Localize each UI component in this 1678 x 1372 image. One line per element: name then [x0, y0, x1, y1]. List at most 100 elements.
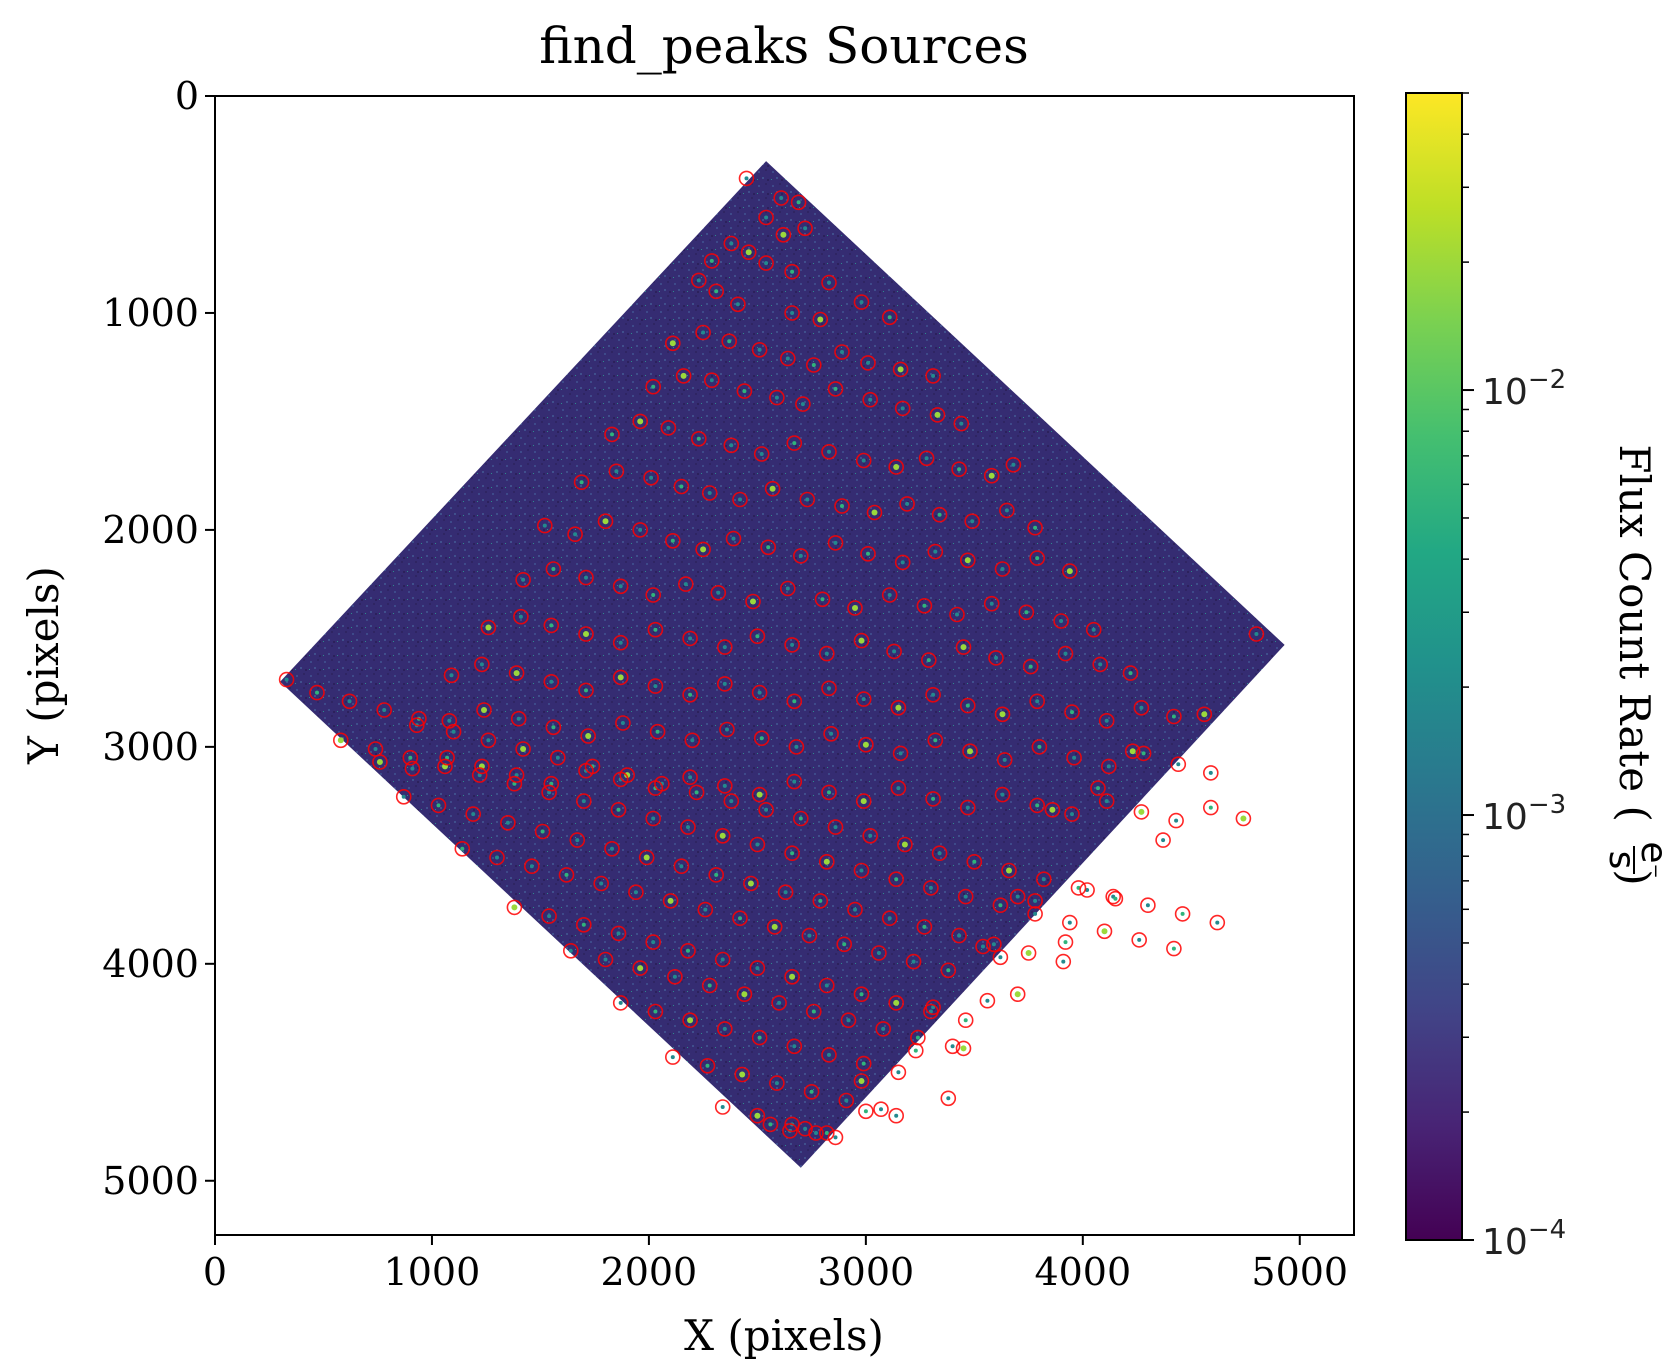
source-dot — [653, 627, 658, 632]
colorbar-tick-label: 10−4 — [1482, 1215, 1566, 1263]
source-marker — [951, 927, 967, 944]
source-dot — [1067, 920, 1072, 925]
source-marker — [1055, 953, 1072, 970]
source-dot — [610, 432, 614, 437]
source-dot — [985, 998, 990, 1003]
source-dot — [769, 485, 776, 492]
source-dot — [447, 718, 452, 723]
source-marker — [916, 919, 933, 935]
source-marker — [814, 591, 831, 608]
source-marker — [500, 814, 516, 831]
source-marker — [890, 699, 907, 716]
source-dot — [757, 347, 762, 352]
source-dot — [505, 820, 510, 825]
source-dot — [479, 662, 484, 667]
source-marker — [986, 936, 1002, 953]
source-dot — [901, 841, 908, 848]
source-marker — [834, 344, 850, 360]
source-dot — [896, 786, 901, 791]
source-dot — [805, 497, 810, 502]
source-dot — [617, 674, 624, 681]
source-marker — [575, 916, 592, 933]
source-dot — [827, 790, 831, 795]
source-marker — [847, 600, 863, 616]
bright-sources — [284, 176, 1259, 1140]
source-marker — [786, 1038, 803, 1055]
source-dot — [1072, 755, 1077, 760]
source-dot — [1128, 671, 1133, 676]
source-marker — [703, 253, 720, 269]
source-marker — [508, 665, 525, 681]
source-dot — [820, 597, 825, 602]
source-marker — [792, 548, 809, 564]
source-marker — [805, 357, 822, 373]
source-marker — [966, 853, 983, 870]
source-marker — [758, 255, 774, 271]
source-dot — [1000, 792, 1005, 797]
source-dot — [827, 280, 831, 285]
source-dot — [1106, 764, 1111, 769]
source-marker — [480, 732, 497, 749]
source-marker — [749, 1107, 766, 1124]
source-dot — [777, 1000, 782, 1005]
source-marker — [766, 919, 783, 935]
source-marker — [1092, 656, 1108, 673]
y-tick-label: 2000 — [102, 508, 199, 552]
source-marker — [792, 810, 809, 827]
source-dot — [683, 582, 688, 587]
source-marker — [612, 669, 629, 686]
source-dot — [725, 727, 729, 732]
source-marker — [1090, 780, 1106, 796]
source-dot — [892, 649, 897, 654]
source-dot — [900, 406, 905, 411]
source-marker — [647, 678, 664, 694]
source-marker — [662, 893, 679, 909]
source-marker — [584, 758, 601, 775]
source-dot — [655, 729, 660, 734]
source-marker — [847, 901, 863, 918]
source-dot — [520, 746, 527, 752]
colorbar — [1405, 92, 1463, 1241]
y-axis-label: Y (pixels) — [19, 566, 68, 765]
source-dot — [798, 553, 803, 558]
source-marker — [1029, 797, 1045, 814]
source-dot — [742, 389, 747, 394]
source-dot — [900, 560, 905, 565]
source-marker — [988, 650, 1004, 666]
source-marker — [1166, 708, 1182, 725]
source-dot — [852, 605, 858, 611]
source-dot — [764, 215, 769, 220]
source-marker — [818, 977, 835, 994]
source-dot — [513, 670, 520, 677]
source-marker — [508, 767, 525, 783]
source-dot — [599, 881, 604, 886]
source-dot — [809, 1089, 814, 1094]
source-marker — [818, 645, 835, 662]
source-marker — [1001, 862, 1017, 879]
source-dot — [1035, 556, 1040, 561]
source-dot — [738, 916, 742, 921]
source-dot — [551, 567, 556, 571]
source-dot — [771, 923, 778, 930]
source-marker — [1020, 945, 1037, 961]
source-dot — [540, 829, 545, 834]
source-dot — [915, 1035, 920, 1040]
source-dot — [863, 1109, 868, 1114]
source-marker — [1009, 986, 1026, 1003]
source-marker — [799, 491, 816, 508]
source-dot — [722, 1026, 727, 1031]
source-marker — [992, 949, 1009, 966]
source-dot — [690, 738, 695, 743]
source-marker — [979, 992, 996, 1009]
source-marker — [688, 784, 705, 801]
source-dot — [840, 504, 844, 508]
source-dot — [897, 366, 904, 373]
source-dot — [651, 940, 656, 945]
source-marker — [660, 420, 677, 436]
source-dot — [844, 1098, 849, 1103]
source-dot — [757, 1035, 762, 1040]
source-dot — [729, 799, 734, 804]
source-dot — [739, 1071, 746, 1078]
source-marker — [558, 867, 575, 883]
source-marker — [840, 1012, 857, 1029]
